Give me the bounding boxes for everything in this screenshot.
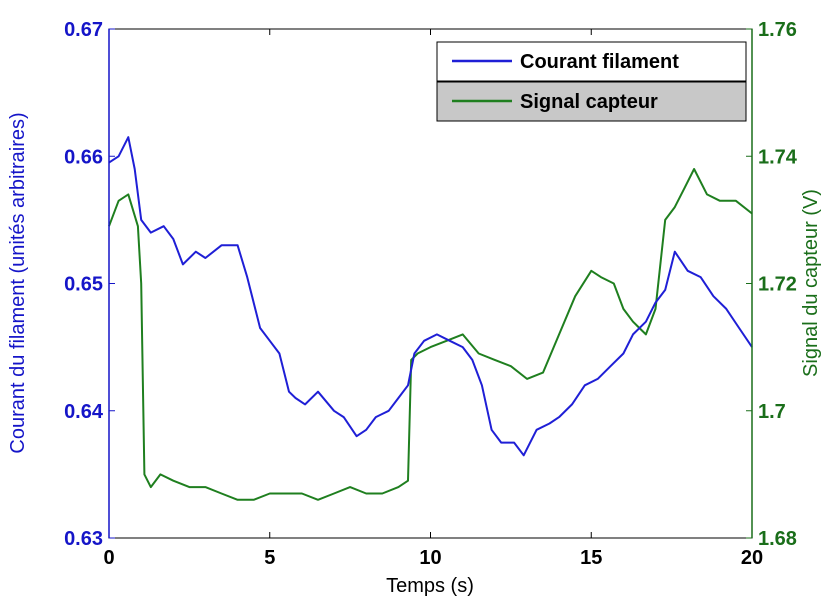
y-axis-right-label: Signal du capteur (V) [800, 189, 822, 377]
x-tick-label: 20 [741, 547, 763, 569]
x-tick-label: 5 [264, 547, 275, 569]
legend-label-courant: Courant filament [520, 51, 679, 73]
y-left-tick-label: 0.63 [64, 528, 103, 550]
y-right-tick-label: 1.72 [758, 274, 797, 296]
y-right-tick-label: 1.74 [758, 146, 798, 168]
ticks-layer: 0 5 10 15 20 0.63 0.64 0.65 0.66 0.67 1.68 1.7 1.72 1… [64, 19, 798, 569]
series-layer [108, 136, 753, 501]
y-left-tick-label: 0.64 [64, 401, 104, 423]
series-line-courant-filament [108, 136, 753, 457]
y-right-tick-label: 1.68 [758, 528, 797, 550]
x-tick-label: 10 [419, 547, 441, 569]
y-right-tick-label: 1.76 [758, 19, 797, 41]
y-right-tick-label: 1.7 [758, 401, 786, 423]
y-left-tick-label: 0.67 [64, 19, 103, 41]
y-left-tick-label: 0.65 [64, 274, 103, 296]
legend: Courant filament Signal capteur [436, 41, 747, 122]
x-tick-label: 0 [103, 547, 114, 569]
legend-label-signal: Signal capteur [520, 91, 658, 113]
y-axis-left-label: Courant du filament (unités arbitraires) [7, 112, 29, 453]
y-left-tick-label: 0.66 [64, 146, 103, 168]
x-axis-label: Temps (s) [386, 575, 474, 597]
x-tick-label: 15 [580, 547, 602, 569]
series-line-signal-capteur [108, 168, 753, 501]
